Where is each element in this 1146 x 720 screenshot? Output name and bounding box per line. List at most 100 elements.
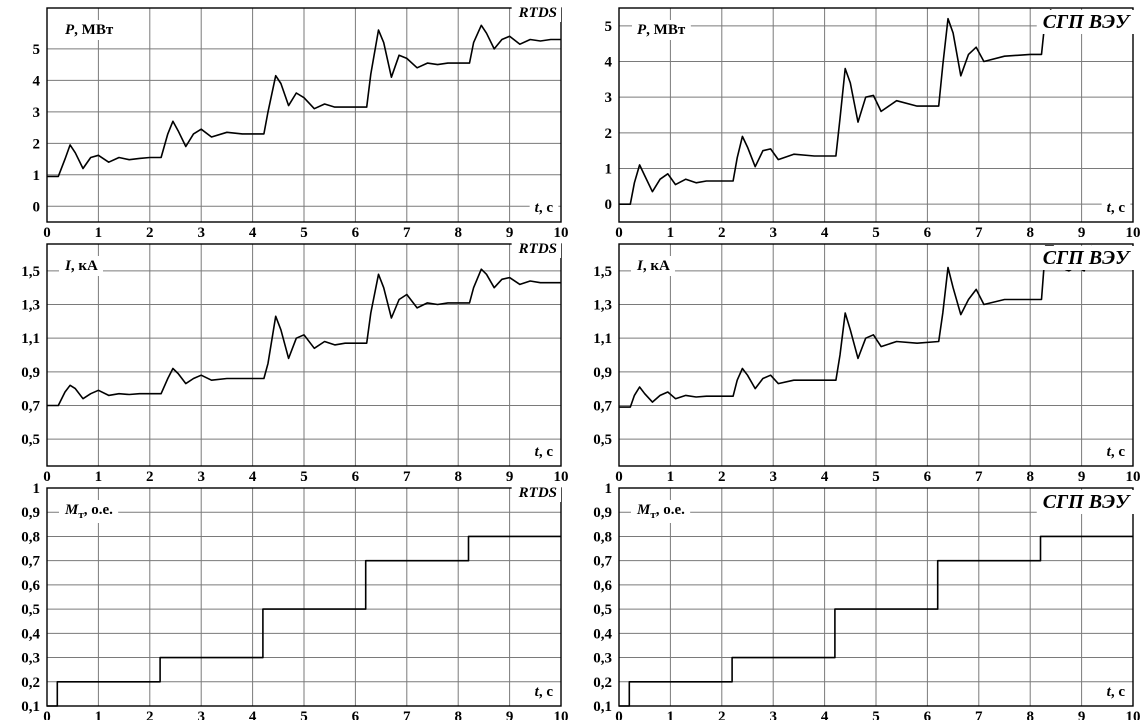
series-line [47,24,561,178]
y-axis-label-sub: т [78,509,84,521]
x-tick-label: 10 [1126,469,1141,485]
x-tick-label: 10 [1126,225,1141,241]
y-tick-label: 0,5 [21,432,40,448]
y-axis-label-main: I [636,258,644,274]
chart-panel-5: 0 1 2 3 4 5 6 7 8 9 10 0,1 0,2 0,3 0,4 0,5 0,6 0,7 0,8 0,9 1… [21,481,568,720]
y-axis-label-main: M [636,502,651,518]
y-tick-label: 0,7 [21,398,40,414]
plot-frame [46,487,562,707]
x-tick-label: 7 [403,469,411,485]
x-label-bg [1101,443,1131,461]
x-tick-label: 3 [197,225,205,241]
x-tick-label: 9 [1078,709,1086,720]
source-label: СГП ВЭУ [1043,491,1131,513]
y-tick-label: 0,8 [21,529,40,545]
y-tick-label: 0,5 [593,602,612,618]
y-axis-label-unit: , о.е. [84,502,113,518]
x-tick-label: 1 [95,469,103,485]
x-tick-label: 6 [352,225,360,241]
x-axis-label-unit: , с [1111,444,1126,460]
x-axis-label-unit: , с [1111,200,1126,216]
x-tick-label: 5 [872,709,880,720]
y-tick-label: 1 [33,168,41,184]
y-tick-label: 3 [33,105,41,121]
y-axis-label-unit: , кА [643,258,670,274]
y-tick-label: 1,3 [21,298,40,314]
x-tick-label: 2 [718,225,726,241]
x-tick-label: 0 [43,469,51,485]
x-axis-label-main: t [1107,684,1112,700]
series-line [47,535,561,707]
y-axis-label: Mт, о.е. [64,502,113,521]
series-line [619,535,1133,707]
x-axis-label: t, с [1107,684,1126,700]
x-tick-label: 9 [506,225,514,241]
y-tick-label: 1,1 [21,331,40,347]
x-tick-label: 0 [615,709,623,720]
x-tick-label: 7 [975,469,983,485]
y-tick-label: 0,5 [593,432,612,448]
x-tick-label: 4 [249,469,257,485]
y-tick-label: 0 [33,199,41,215]
x-label-bg [1101,683,1131,701]
x-tick-label: 2 [718,709,726,720]
y-axis-label-unit: , МВт [646,22,686,38]
x-tick-label: 4 [821,469,829,485]
y-axis-label-main: P [65,22,75,38]
x-axis-label-unit: , с [539,684,554,700]
x-axis-label-unit: , с [539,444,554,460]
y-tick-label: 0,6 [21,578,40,594]
y-label-bg [60,20,119,40]
x-tick-label: 2 [146,225,154,241]
source-label-bg [1036,10,1136,34]
y-axis-label-main: M [64,502,79,518]
y-tick-label: 0,5 [21,602,40,618]
x-tick-label: 7 [403,709,411,720]
x-tick-label: 8 [1026,225,1034,241]
x-axis-label: t, с [535,200,554,216]
source-label-bg [1036,246,1136,270]
y-label-bg [59,256,103,276]
y-label-bg [631,500,691,523]
plot-frame [46,243,562,467]
x-label-bg [529,199,559,217]
chart-panel-4: 0 1 2 3 4 5 6 7 8 9 10 0,5 0,7 0,9 1,1 1,3 1,5 I, кА t, с С… [593,243,1141,485]
y-axis-label-unit: , МВт [74,22,114,38]
y-label-bg [631,256,675,276]
y-tick-label: 0,1 [593,699,612,715]
y-tick-label: 0,2 [593,675,612,691]
x-tick-label: 6 [352,469,360,485]
x-tick-label: 6 [352,709,360,720]
x-tick-label: 4 [249,225,257,241]
plot-frame [46,7,562,223]
x-tick-label: 1 [667,709,675,720]
x-tick-label: 1 [667,469,675,485]
source-label: СГП ВЭУ [1043,247,1131,269]
y-tick-label: 1,1 [593,331,612,347]
x-tick-label: 1 [667,225,675,241]
y-tick-label: 4 [605,55,613,71]
chart-panel-3: 0 1 2 3 4 5 6 7 8 9 10 0,5 0,7 0,9 1,1 1,3 1,5 I, кА t, с R… [21,240,569,485]
source-label-bg [511,484,561,502]
plot-frame [618,487,1134,707]
y-tick-label: 1,5 [21,264,40,280]
x-tick-label: 8 [1026,709,1034,720]
x-axis-label-main: t [1107,200,1112,216]
x-tick-label: 4 [821,709,829,720]
y-label-bg [632,20,691,40]
y-tick-label: 0,7 [593,554,612,570]
x-tick-label: 4 [821,225,829,241]
x-tick-label: 3 [769,469,777,485]
x-label-bg [529,443,559,461]
y-tick-label: 0,9 [593,365,612,381]
y-axis-label: I, кА [64,258,98,274]
y-tick-label: 0,9 [21,365,40,381]
y-axis-label-unit: , о.е. [656,502,685,518]
y-axis-label: P, МВт [65,22,114,38]
x-label-bg [1101,199,1131,217]
series-line [47,268,561,407]
x-tick-label: 2 [718,469,726,485]
series-line [619,9,1133,205]
y-tick-label: 0,1 [21,699,40,715]
